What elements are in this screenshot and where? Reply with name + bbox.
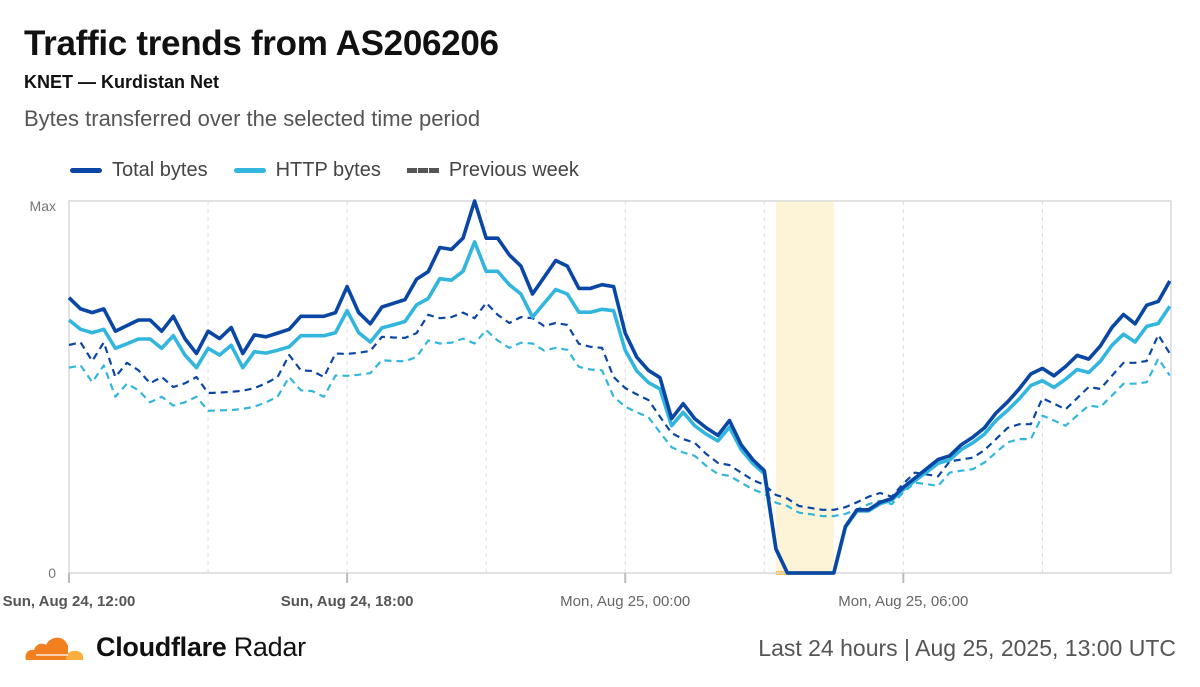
x-tick-label: Mon, Aug 25, 00:00: [560, 593, 690, 610]
time-range: Last 24 hours: [758, 635, 898, 661]
traffic-chart: Max 0 Sun, Aug 24, 12:00 Sun, Aug 24, 18:…: [3, 198, 1172, 610]
cloudflare-cloud-icon: [25, 637, 84, 660]
timestamp: Aug 25, 2025, 13:00 UTC: [915, 635, 1176, 661]
legend-label: Total bytes: [112, 159, 208, 181]
time-range-info: Last 24 hours | Aug 25, 2025, 13:00 UTC: [758, 635, 1176, 662]
total-bytes-swatch-icon: [70, 168, 102, 173]
series-http-bytes-line: [67, 240, 1172, 575]
asn-name: KNET — Kurdistan Net: [24, 72, 220, 92]
series-previous-week-http-line: [68, 329, 1171, 518]
brand-product: Radar: [233, 631, 306, 662]
outage-highlight: [775, 201, 834, 573]
chart-legend: Total bytes HTTP bytes Previous week: [70, 159, 579, 182]
x-tick-label: Sun, Aug 24, 12:00: [3, 593, 136, 610]
legend-label: HTTP bytes: [275, 159, 381, 181]
separator: |: [904, 635, 911, 661]
plot-frame: [68, 200, 1172, 574]
http-bytes-swatch-icon: [233, 168, 266, 173]
y-tick-zero: 0: [48, 565, 56, 581]
x-tick-label: Sun, Aug 24, 18:00: [281, 593, 414, 610]
x-tick-label: Mon, Aug 25, 06:00: [838, 593, 968, 610]
legend-label: Previous week: [448, 159, 579, 181]
brand-name: Cloudflare: [96, 631, 227, 662]
legend-item-http-bytes[interactable]: HTTP bytes: [233, 159, 381, 182]
series-total-bytes-line: [67, 199, 1172, 575]
previous-week-swatch-icon: [406, 168, 439, 173]
y-tick-max: Max: [30, 198, 56, 214]
chart-description: Bytes transferred over the selected time…: [24, 106, 481, 131]
cloudflare-radar-logo: Cloudflare Radar: [22, 630, 306, 664]
page-title: Traffic trends from AS206206: [24, 24, 499, 63]
legend-item-previous-week[interactable]: Previous week: [406, 159, 579, 182]
legend-item-total-bytes[interactable]: Total bytes: [70, 159, 208, 182]
